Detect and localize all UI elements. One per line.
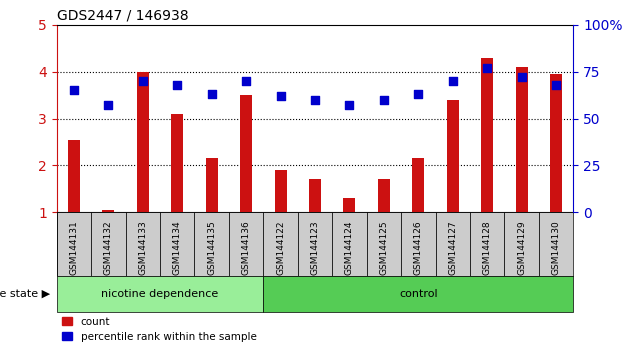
Bar [515, 67, 528, 212]
Text: GSM144122: GSM144122 [276, 220, 285, 275]
Bar [470, 212, 505, 276]
Bar [160, 212, 195, 276]
Text: GSM144127: GSM144127 [449, 220, 457, 275]
Bar [57, 212, 91, 276]
Text: GSM144135: GSM144135 [207, 220, 216, 275]
Text: GDS2447 / 146938: GDS2447 / 146938 [57, 8, 188, 22]
Bar [57, 276, 263, 312]
Bar [367, 212, 401, 276]
Bar [539, 212, 573, 276]
Point [551, 82, 561, 88]
Text: nicotine dependence: nicotine dependence [101, 289, 219, 299]
Point [482, 65, 492, 71]
Bar [102, 210, 115, 212]
Bar [125, 212, 160, 276]
Bar [263, 276, 573, 312]
Text: disease state ▶: disease state ▶ [0, 289, 50, 299]
Text: GSM144133: GSM144133 [139, 220, 147, 275]
Bar [195, 212, 229, 276]
Bar [550, 74, 562, 212]
Text: GSM144123: GSM144123 [311, 220, 319, 275]
Text: GSM144124: GSM144124 [345, 220, 354, 275]
Text: GSM144134: GSM144134 [173, 220, 181, 275]
Bar [229, 212, 263, 276]
Bar [275, 170, 287, 212]
Point [310, 97, 320, 103]
Point [172, 82, 182, 88]
Bar [298, 212, 332, 276]
Bar [481, 58, 493, 212]
Bar [447, 100, 459, 212]
Bar [205, 159, 218, 212]
Text: GSM144131: GSM144131 [69, 220, 78, 275]
Point [69, 87, 79, 93]
Point [103, 103, 113, 108]
Point [413, 91, 423, 97]
Bar [412, 159, 425, 212]
Point [207, 91, 217, 97]
Bar [91, 212, 125, 276]
Bar [378, 179, 390, 212]
Bar [332, 212, 367, 276]
Point [517, 74, 527, 80]
Bar [309, 179, 321, 212]
Legend: count, percentile rank within the sample: count, percentile rank within the sample [62, 317, 256, 342]
Point [138, 78, 148, 84]
Bar [240, 95, 252, 212]
Text: GSM144129: GSM144129 [517, 220, 526, 275]
Text: GSM144126: GSM144126 [414, 220, 423, 275]
Point [241, 78, 251, 84]
Point [275, 93, 285, 99]
Text: GSM144132: GSM144132 [104, 220, 113, 275]
Bar [68, 140, 80, 212]
Bar [505, 212, 539, 276]
Bar [263, 212, 298, 276]
Text: GSM144125: GSM144125 [379, 220, 388, 275]
Bar [435, 212, 470, 276]
Text: GSM144136: GSM144136 [242, 220, 251, 275]
Text: GSM144128: GSM144128 [483, 220, 491, 275]
Point [379, 97, 389, 103]
Bar [137, 72, 149, 212]
Bar [171, 114, 183, 212]
Bar [401, 212, 435, 276]
Point [345, 103, 355, 108]
Text: control: control [399, 289, 438, 299]
Bar [343, 198, 355, 212]
Text: GSM144130: GSM144130 [552, 220, 561, 275]
Point [448, 78, 458, 84]
